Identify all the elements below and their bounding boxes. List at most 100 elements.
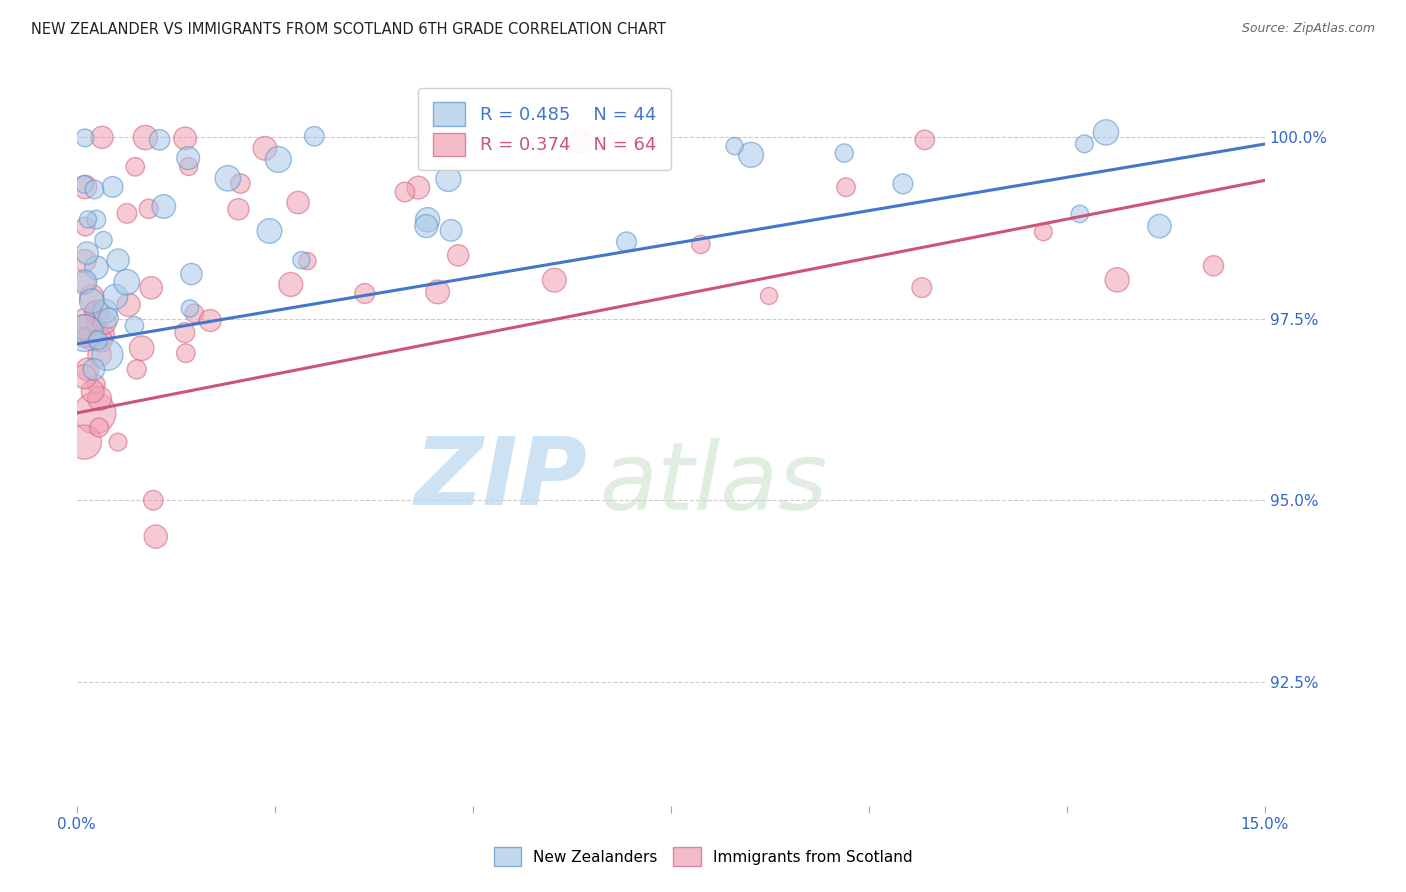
Point <box>73 435 96 450</box>
Point <box>131 341 153 355</box>
Point <box>83 182 105 196</box>
Point <box>177 160 200 174</box>
Point <box>447 248 470 262</box>
Point <box>134 130 156 145</box>
Point <box>1202 259 1225 273</box>
Point <box>89 392 111 406</box>
Point <box>304 129 326 144</box>
Point <box>73 131 96 145</box>
Point <box>75 180 97 194</box>
Point <box>107 253 129 268</box>
Point <box>179 301 201 316</box>
Point <box>406 180 429 194</box>
Point <box>86 212 108 227</box>
Point <box>440 223 463 237</box>
Point <box>174 131 197 145</box>
Point <box>229 177 252 191</box>
Text: ZIP: ZIP <box>415 434 588 525</box>
Point <box>115 275 138 289</box>
Point <box>96 348 118 362</box>
Point <box>93 233 115 247</box>
Point <box>97 311 120 326</box>
Point <box>80 290 103 304</box>
Point <box>73 253 96 268</box>
Point <box>87 420 110 434</box>
Text: atlas: atlas <box>599 438 828 529</box>
Point <box>152 199 174 213</box>
Point <box>177 151 200 165</box>
Point <box>89 348 111 362</box>
Point <box>267 153 290 167</box>
Point <box>1149 219 1171 234</box>
Point <box>911 280 934 294</box>
Point <box>200 313 222 327</box>
Point <box>83 362 105 376</box>
Point <box>87 334 110 348</box>
Point <box>76 246 98 260</box>
Point <box>180 267 202 281</box>
Point <box>82 384 104 399</box>
Point <box>616 235 638 249</box>
Point <box>80 334 103 348</box>
Legend: New Zealanders, Immigrants from Scotland: New Zealanders, Immigrants from Scotland <box>486 839 920 873</box>
Point <box>141 281 163 295</box>
Point <box>73 329 96 343</box>
Point <box>1032 225 1054 239</box>
Legend: R = 0.485    N = 44, R = 0.374    N = 64: R = 0.485 N = 44, R = 0.374 N = 64 <box>419 88 671 170</box>
Point <box>73 311 96 326</box>
Point <box>416 212 439 227</box>
Point <box>73 331 96 345</box>
Point <box>394 185 416 199</box>
Point <box>101 180 124 194</box>
Point <box>107 435 129 450</box>
Point <box>73 275 96 289</box>
Point <box>173 326 195 340</box>
Point <box>217 171 239 186</box>
Point <box>142 493 165 508</box>
Point <box>149 133 172 147</box>
Point <box>84 318 107 333</box>
Point <box>891 177 914 191</box>
Point <box>287 195 309 210</box>
Text: NEW ZEALANDER VS IMMIGRANTS FROM SCOTLAND 6TH GRADE CORRELATION CHART: NEW ZEALANDER VS IMMIGRANTS FROM SCOTLAN… <box>31 22 666 37</box>
Point <box>569 135 592 149</box>
Point <box>415 219 437 233</box>
Point <box>145 530 167 544</box>
Point <box>183 306 205 320</box>
Point <box>104 290 127 304</box>
Point <box>297 254 319 268</box>
Point <box>125 362 148 376</box>
Point <box>174 346 197 360</box>
Point <box>1107 273 1129 287</box>
Point <box>723 139 745 153</box>
Point <box>83 304 105 318</box>
Point <box>124 160 146 174</box>
Point <box>835 180 858 194</box>
Point <box>117 298 139 312</box>
Point <box>758 289 780 303</box>
Point <box>1095 125 1118 139</box>
Point <box>80 294 103 309</box>
Point <box>426 285 449 299</box>
Point <box>689 237 711 252</box>
Point <box>1073 136 1095 151</box>
Point <box>280 277 302 292</box>
Point <box>259 224 281 238</box>
Point <box>76 362 98 376</box>
Point <box>84 376 107 391</box>
Point <box>740 148 762 162</box>
Point <box>73 369 96 384</box>
Point <box>73 178 96 192</box>
Point <box>86 306 108 320</box>
Point <box>73 275 96 289</box>
Point <box>353 286 375 301</box>
Point <box>90 334 112 348</box>
Point <box>832 146 855 161</box>
Point <box>73 326 96 340</box>
Point <box>228 202 250 217</box>
Point <box>77 212 100 227</box>
Point <box>914 133 936 147</box>
Text: Source: ZipAtlas.com: Source: ZipAtlas.com <box>1241 22 1375 36</box>
Point <box>290 253 312 268</box>
Point <box>93 316 115 330</box>
